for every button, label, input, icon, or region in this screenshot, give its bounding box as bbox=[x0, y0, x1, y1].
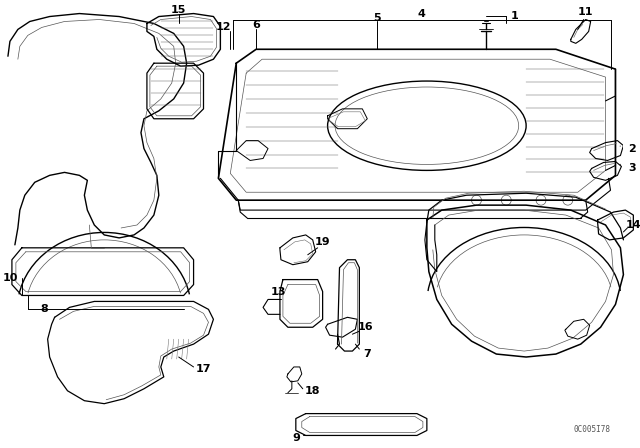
Text: 0C005I78: 0C005I78 bbox=[573, 426, 611, 435]
Text: 12: 12 bbox=[216, 22, 231, 32]
Text: 14: 14 bbox=[625, 220, 640, 230]
Text: 9: 9 bbox=[292, 433, 300, 444]
Text: 1: 1 bbox=[510, 11, 518, 21]
Text: 7: 7 bbox=[364, 349, 371, 359]
Text: 10: 10 bbox=[2, 272, 18, 283]
Text: 2: 2 bbox=[620, 143, 636, 154]
Text: 5: 5 bbox=[373, 13, 381, 22]
Text: 17: 17 bbox=[196, 364, 211, 374]
Text: 18: 18 bbox=[305, 386, 321, 396]
Text: 11: 11 bbox=[578, 7, 593, 17]
Text: 6: 6 bbox=[252, 21, 260, 30]
Text: 3: 3 bbox=[620, 164, 636, 173]
Text: 8: 8 bbox=[41, 304, 49, 314]
Text: 16: 16 bbox=[358, 322, 373, 332]
Text: 13: 13 bbox=[270, 287, 285, 297]
Text: 19: 19 bbox=[315, 237, 330, 247]
Text: 15: 15 bbox=[171, 4, 186, 15]
Text: 4: 4 bbox=[418, 9, 426, 18]
